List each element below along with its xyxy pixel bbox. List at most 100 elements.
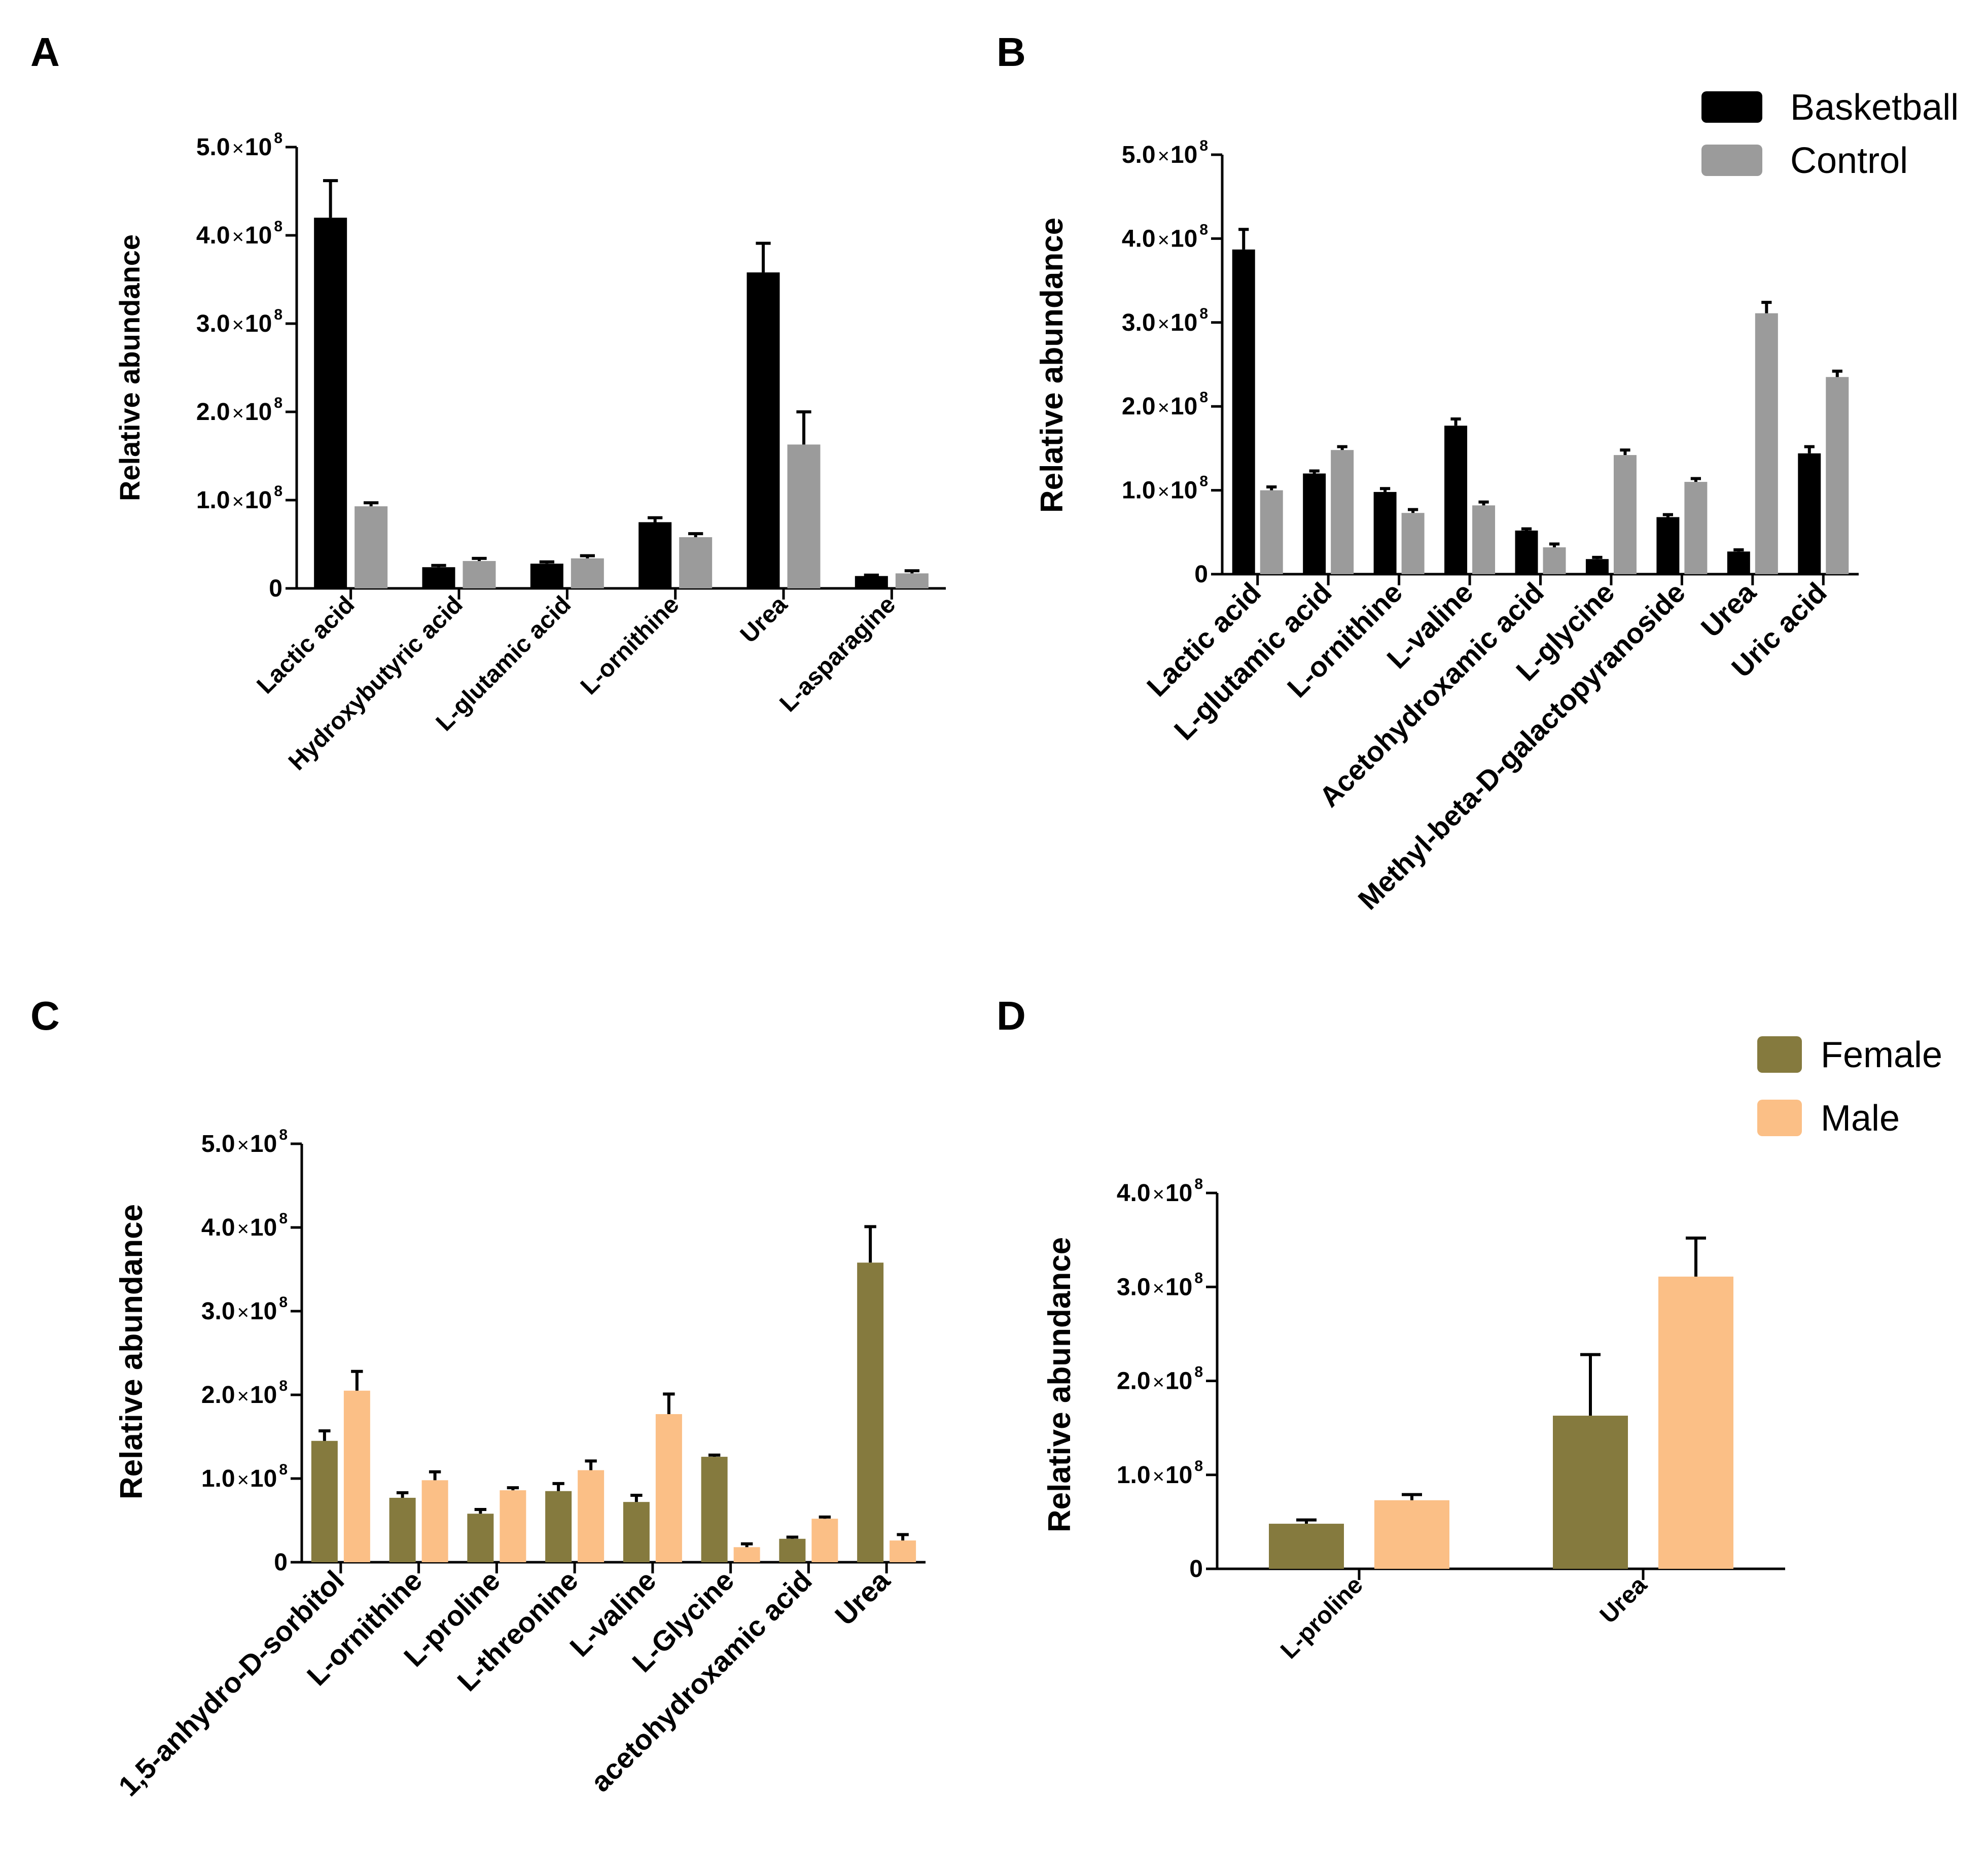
y-tick-times: × bbox=[232, 314, 244, 336]
y-tick-times: × bbox=[232, 226, 244, 248]
bar-female-l-ornithine bbox=[389, 1497, 416, 1562]
y-tick-base: 10 bbox=[250, 1465, 277, 1492]
bar-female-l-threonine bbox=[545, 1491, 572, 1562]
bar-basketball-hydroxybutyric-acid bbox=[422, 567, 455, 588]
bar-basketball-urea bbox=[1727, 551, 1750, 574]
y-tick-exponent: 8 bbox=[279, 1294, 288, 1311]
y-tick-exponent: 8 bbox=[1199, 137, 1208, 154]
x-category-label-l-asparagine: L-asparagine bbox=[774, 591, 901, 717]
bar-female-urea bbox=[1553, 1416, 1628, 1569]
panel-label: B bbox=[997, 29, 1026, 75]
bar-male-l-ornithine bbox=[421, 1480, 448, 1562]
x-category-label-urea: Urea bbox=[1595, 1571, 1652, 1629]
y-tick-base: 10 bbox=[1170, 309, 1197, 336]
bar-basketball-l-glutamic-acid bbox=[1303, 473, 1326, 574]
y-tick-mantissa: 2.0 bbox=[1117, 1368, 1151, 1395]
bar-basketball-methyl-beta-d-galactopyranoside bbox=[1656, 517, 1680, 574]
y-tick-mantissa: 4.0 bbox=[196, 222, 230, 249]
x-category-label-l-proline: L-proline bbox=[1275, 1571, 1368, 1664]
y-tick-base: 10 bbox=[250, 1298, 277, 1325]
bar-control-l-glutamic-acid bbox=[571, 558, 604, 588]
y-tick-exponent: 8 bbox=[1194, 1364, 1203, 1381]
y-tick-exponent: 8 bbox=[274, 395, 282, 411]
y-tick-label: 4.0 ×10 8 bbox=[201, 1210, 288, 1241]
y-tick-mantissa: 4.0 bbox=[201, 1214, 235, 1241]
y-tick-base: 10 bbox=[245, 487, 272, 514]
y-tick-label: 1.0 ×10 8 bbox=[201, 1461, 288, 1492]
bar-basketball-lactic-acid bbox=[1232, 249, 1255, 575]
y-tick-label: 3.0 ×10 8 bbox=[1122, 305, 1208, 336]
bar-female-1-5-anhydro-d-sorbitol bbox=[311, 1441, 338, 1562]
y-tick-mantissa: 3.0 bbox=[196, 310, 230, 337]
y-tick-times: × bbox=[1158, 229, 1169, 251]
y-tick-times: × bbox=[1153, 1372, 1164, 1394]
y-tick-times: × bbox=[237, 1218, 249, 1240]
y-tick-label: 0 bbox=[1189, 1556, 1203, 1583]
bar-female-l-proline bbox=[467, 1514, 494, 1562]
y-tick-exponent: 8 bbox=[1199, 473, 1208, 490]
bar-female-urea bbox=[857, 1262, 884, 1562]
bar-basketball-acetohydroxamic-acid bbox=[1515, 530, 1538, 574]
y-tick-times: × bbox=[1153, 1465, 1164, 1488]
y-tick-exponent: 8 bbox=[1194, 1270, 1203, 1286]
legend-swatch-female bbox=[1757, 1036, 1802, 1073]
y-tick-base: 10 bbox=[250, 1214, 277, 1241]
y-tick-times: × bbox=[1158, 313, 1169, 335]
y-tick-times: × bbox=[237, 1385, 249, 1408]
bar-control-methyl-beta-d-galactopyranoside bbox=[1684, 482, 1708, 574]
panel-label: D bbox=[997, 993, 1026, 1038]
y-tick-exponent: 8 bbox=[1199, 221, 1208, 238]
y-tick-mantissa: 1.0 bbox=[201, 1465, 235, 1492]
x-category-label-lactic-acid: Lactic acid bbox=[252, 591, 360, 699]
y-tick-label: 2.0 ×10 8 bbox=[196, 395, 282, 426]
bar-male-1-5-anhydro-d-sorbitol bbox=[343, 1390, 370, 1562]
y-tick-exponent: 8 bbox=[1194, 1458, 1203, 1474]
y-tick-mantissa: 2.0 bbox=[196, 399, 230, 426]
y-tick-exponent: 8 bbox=[279, 1210, 288, 1227]
bar-basketball-urea bbox=[747, 272, 780, 588]
bar-basketball-l-glutamic-acid bbox=[530, 564, 563, 588]
y-tick-base: 10 bbox=[245, 310, 272, 337]
panel-c: C01.0 ×10 82.0 ×10 83.0 ×10 84.0 ×10 85.0 ×10 8Rel… bbox=[30, 993, 926, 1802]
legend-label-control: Control bbox=[1790, 140, 1908, 181]
legend: Basketball Control bbox=[1701, 87, 1959, 181]
y-tick-base: 10 bbox=[1170, 393, 1197, 420]
bar-control-l-ornithine bbox=[679, 537, 713, 588]
x-category-label-urea: Urea bbox=[735, 591, 793, 648]
y-axis-title: Relative abundance bbox=[1042, 1237, 1077, 1532]
y-tick-times: × bbox=[237, 1469, 249, 1491]
y-tick-base: 10 bbox=[245, 399, 272, 426]
y-tick-times: × bbox=[232, 490, 244, 513]
y-tick-mantissa: 4.0 bbox=[1122, 225, 1156, 252]
bar-control-l-glutamic-acid bbox=[1331, 450, 1354, 574]
legend-swatch-male bbox=[1757, 1100, 1802, 1136]
y-tick-exponent: 8 bbox=[1194, 1176, 1203, 1192]
y-tick-base: 10 bbox=[1170, 225, 1197, 252]
y-tick-label: 3.0 ×10 8 bbox=[196, 306, 282, 337]
y-tick-mantissa: 3.0 bbox=[1117, 1274, 1151, 1301]
y-tick-times: × bbox=[1158, 397, 1169, 419]
y-tick-exponent: 8 bbox=[279, 1127, 288, 1143]
bar-male-acetohydroxamic-acid bbox=[811, 1519, 838, 1562]
legend-label-female: Female bbox=[1821, 1035, 1942, 1075]
y-tick-times: × bbox=[237, 1302, 249, 1324]
bar-basketball-uric-acid bbox=[1798, 453, 1821, 574]
bar-basketball-lactic-acid bbox=[314, 218, 347, 588]
bar-control-hydroxybutyric-acid bbox=[463, 561, 496, 588]
y-tick-label: 3.0 ×10 8 bbox=[201, 1294, 288, 1325]
y-tick-times: × bbox=[1158, 481, 1169, 503]
panel-a: A01.0 ×10 82.0 ×10 83.0 ×10 84.0 ×10 85.0 ×10 8Rel… bbox=[30, 29, 946, 776]
y-tick-mantissa: 2.0 bbox=[1122, 393, 1156, 420]
bar-female-l-glycine bbox=[701, 1457, 728, 1562]
y-tick-label: 4.0 ×10 8 bbox=[1117, 1176, 1203, 1207]
bar-control-urea bbox=[1755, 313, 1778, 574]
bar-male-l-valine bbox=[655, 1414, 682, 1562]
bar-male-l-proline bbox=[1374, 1500, 1449, 1569]
y-tick-mantissa: 3.0 bbox=[201, 1298, 235, 1325]
panel-label: A bbox=[30, 29, 60, 75]
y-tick-base: 10 bbox=[1165, 1180, 1192, 1207]
y-tick-exponent: 8 bbox=[1199, 389, 1208, 406]
y-tick-exponent: 8 bbox=[274, 483, 282, 500]
